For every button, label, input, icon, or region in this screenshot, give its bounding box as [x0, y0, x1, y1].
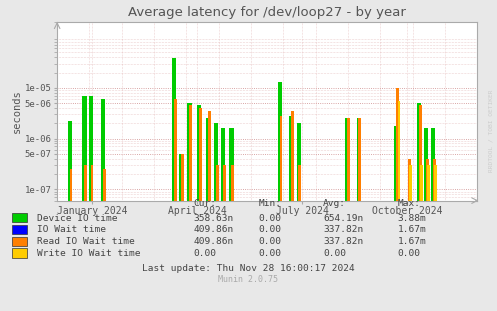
Title: Average latency for /dev/loop27 - by year: Average latency for /dev/loop27 - by yea… [128, 6, 406, 19]
Text: 358.63n: 358.63n [194, 214, 234, 222]
Bar [298, 165, 301, 311]
Bar [83, 96, 86, 311]
Text: 337.82n: 337.82n [323, 225, 363, 234]
Text: Avg:: Avg: [323, 199, 346, 208]
Text: Last update: Thu Nov 28 16:00:17 2024: Last update: Thu Nov 28 16:00:17 2024 [142, 264, 355, 272]
Bar [208, 111, 211, 311]
Bar [409, 165, 412, 311]
Text: 3.88m: 3.88m [398, 214, 426, 222]
Text: Write IO Wait time: Write IO Wait time [37, 249, 141, 258]
Bar [84, 165, 87, 311]
Text: 654.19n: 654.19n [323, 214, 363, 222]
Bar [172, 58, 176, 311]
Text: 0.00: 0.00 [323, 249, 346, 258]
Bar [101, 99, 105, 311]
Bar [419, 105, 422, 311]
Bar [356, 118, 361, 311]
Bar [345, 118, 349, 311]
Bar [347, 118, 350, 311]
Bar [433, 159, 436, 311]
Bar [279, 116, 282, 311]
Bar [408, 159, 411, 311]
Bar [420, 165, 423, 311]
Bar [173, 99, 176, 311]
Text: 0.00: 0.00 [258, 225, 281, 234]
Text: Read IO Wait time: Read IO Wait time [37, 237, 135, 246]
Bar [427, 165, 430, 311]
Bar [434, 165, 437, 311]
Text: 0.00: 0.00 [258, 214, 281, 222]
Bar [398, 101, 401, 311]
Bar [431, 128, 435, 311]
Bar [291, 111, 294, 311]
Bar [278, 82, 282, 311]
Bar [424, 128, 428, 311]
Bar [199, 108, 202, 311]
Text: 0.00: 0.00 [258, 237, 281, 246]
Bar [297, 123, 301, 311]
Bar [231, 165, 234, 311]
Bar [229, 128, 234, 311]
Bar [223, 165, 226, 311]
Bar [425, 159, 428, 311]
Bar [358, 118, 361, 311]
Text: Max:: Max: [398, 199, 420, 208]
Bar [88, 96, 93, 311]
Text: 409.86n: 409.86n [194, 237, 234, 246]
Bar [68, 121, 72, 311]
Bar [395, 126, 399, 311]
Text: 1.67m: 1.67m [398, 225, 426, 234]
Text: RRDTOOL / TOBI OETIKER: RRDTOOL / TOBI OETIKER [489, 89, 494, 172]
Text: Cur:: Cur: [194, 199, 217, 208]
Bar [216, 165, 219, 311]
Bar [396, 88, 399, 311]
Text: 0.00: 0.00 [194, 249, 217, 258]
Text: 409.86n: 409.86n [194, 225, 234, 234]
Bar [289, 116, 294, 311]
Bar [189, 105, 192, 311]
Bar [197, 105, 201, 311]
Y-axis label: seconds: seconds [12, 89, 22, 133]
Bar [103, 169, 106, 311]
Bar [181, 154, 184, 311]
Text: 337.82n: 337.82n [323, 237, 363, 246]
Bar [179, 154, 183, 311]
Bar [70, 169, 73, 311]
Text: Min:: Min: [258, 199, 281, 208]
Bar [417, 103, 421, 311]
Text: 0.00: 0.00 [258, 249, 281, 258]
Text: Munin 2.0.75: Munin 2.0.75 [219, 276, 278, 284]
Bar [90, 165, 93, 311]
Bar [206, 118, 210, 311]
Bar [214, 123, 218, 311]
Bar [187, 103, 191, 311]
Text: 0.00: 0.00 [398, 249, 420, 258]
Bar [221, 128, 225, 311]
Text: 1.67m: 1.67m [398, 237, 426, 246]
Text: IO Wait time: IO Wait time [37, 225, 106, 234]
Text: Device IO time: Device IO time [37, 214, 118, 222]
